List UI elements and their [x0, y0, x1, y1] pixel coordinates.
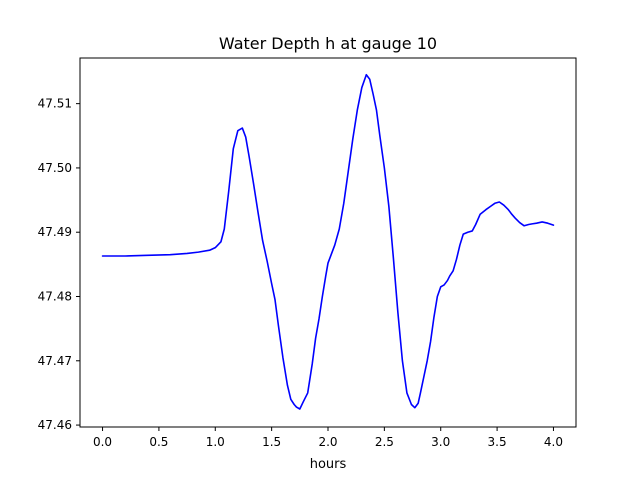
y-tick-label: 47.51 — [38, 97, 72, 111]
x-tick-label: 2.0 — [318, 435, 337, 449]
x-tick-label: 3.5 — [488, 435, 507, 449]
x-tick-label: 3.0 — [431, 435, 450, 449]
x-axis-label: hours — [310, 457, 347, 472]
y-tick-label: 47.50 — [38, 161, 72, 175]
x-tick-label: 4.0 — [544, 435, 563, 449]
chart-title: Water Depth h at gauge 10 — [219, 34, 437, 53]
x-tick-label: 1.5 — [262, 435, 281, 449]
series-line-0 — [101, 73, 555, 410]
y-tick-label: 47.48 — [38, 290, 72, 304]
x-tick-label: 2.5 — [375, 435, 394, 449]
x-tick-label: 0.0 — [93, 435, 112, 449]
y-tick-label: 47.46 — [38, 418, 72, 432]
y-tick-label: 47.47 — [38, 354, 72, 368]
x-tick-label: 1.0 — [206, 435, 225, 449]
plot-area: 0.0 0.5 1.0 1.5 2.0 2.5 3.0 3.5 4.0 47.46 47.47 47.… — [38, 57, 577, 449]
y-tick-label: 47.49 — [38, 225, 72, 239]
x-tick-label: 0.5 — [149, 435, 168, 449]
